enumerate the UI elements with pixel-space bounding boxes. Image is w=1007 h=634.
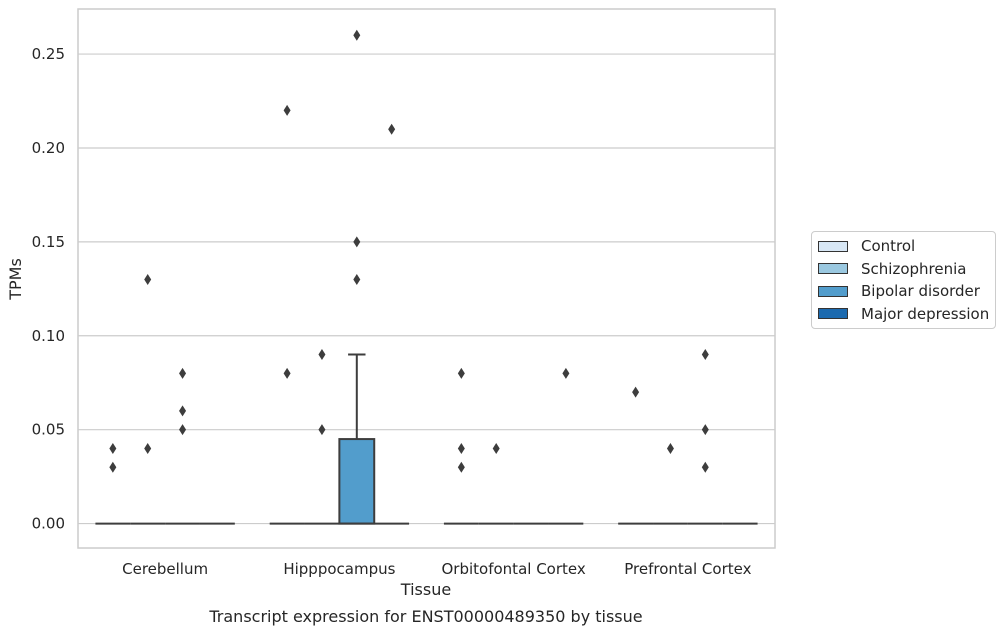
boxes [95,353,758,525]
outlier-point [109,442,117,454]
outlier-point [353,273,361,285]
legend-item: Bipolar disorder [812,280,995,303]
outlier-point [318,424,326,436]
legend-item: Schizophrenia [812,258,995,281]
outlier-point [457,367,465,379]
legend-item: Major depression [812,303,995,326]
legend-label: Bipolar disorder [861,282,980,301]
outlier-point [632,386,640,398]
x-tick-label: Orbitofontal Cortex [442,560,586,578]
outlier-point [283,104,291,116]
x-tick-label: Prefrontal Cortex [624,560,751,578]
legend: Control Schizophrenia Bipolar disorder Majo… [811,231,996,329]
box-body [338,438,376,525]
x-axis-title: Tissue [400,580,451,599]
outlier-point [666,442,674,454]
y-tick-label: 0.00 [32,515,65,533]
y-tick-label: 0.20 [32,139,65,157]
outlier-point [179,367,187,379]
legend-item: Control [812,235,995,258]
outlier-point [701,461,709,473]
y-tick-label: 0.25 [32,45,65,63]
outlier-point [283,367,291,379]
y-axis-ticks: 0.00 0.05 0.10 0.15 0.20 0.25 [32,45,65,533]
outlier-point [179,405,187,417]
y-tick-label: 0.15 [32,233,65,251]
y-tick-label: 0.05 [32,421,65,439]
legend-swatch [818,285,848,297]
legend-swatch [818,263,848,275]
y-axis-title: TPMs [6,258,25,301]
outlier-point [144,273,152,285]
box-hipppocampus-bipolar-disorder [338,353,376,525]
y-tick-label: 0.10 [32,327,65,345]
chart-caption: Transcript expression for ENST0000048935… [208,607,642,626]
outlier-point [318,349,326,361]
outliers [109,29,709,473]
outlier-point [701,424,709,436]
x-tick-label: Hipppocampus [283,560,395,578]
legend-label: Schizophrenia [861,259,967,278]
legend-swatch [818,308,848,320]
outlier-point [562,367,570,379]
legend-swatch [818,240,848,252]
outlier-point [701,349,709,361]
outlier-point [144,442,152,454]
plot-frame [77,8,776,549]
outlier-point [457,461,465,473]
outlier-point [353,29,361,41]
x-tick-label: Cerebellum [122,560,208,578]
outlier-point [457,442,465,454]
outlier-point [353,236,361,248]
outlier-point [492,442,500,454]
outlier-point [179,424,187,436]
x-axis-ticks: Cerebellum Hipppocampus Orbitofontal Corte… [122,560,751,578]
legend-label: Control [861,237,916,256]
legend-label: Major depression [861,304,990,323]
outlier-point [109,461,117,473]
outlier-point [388,123,396,135]
